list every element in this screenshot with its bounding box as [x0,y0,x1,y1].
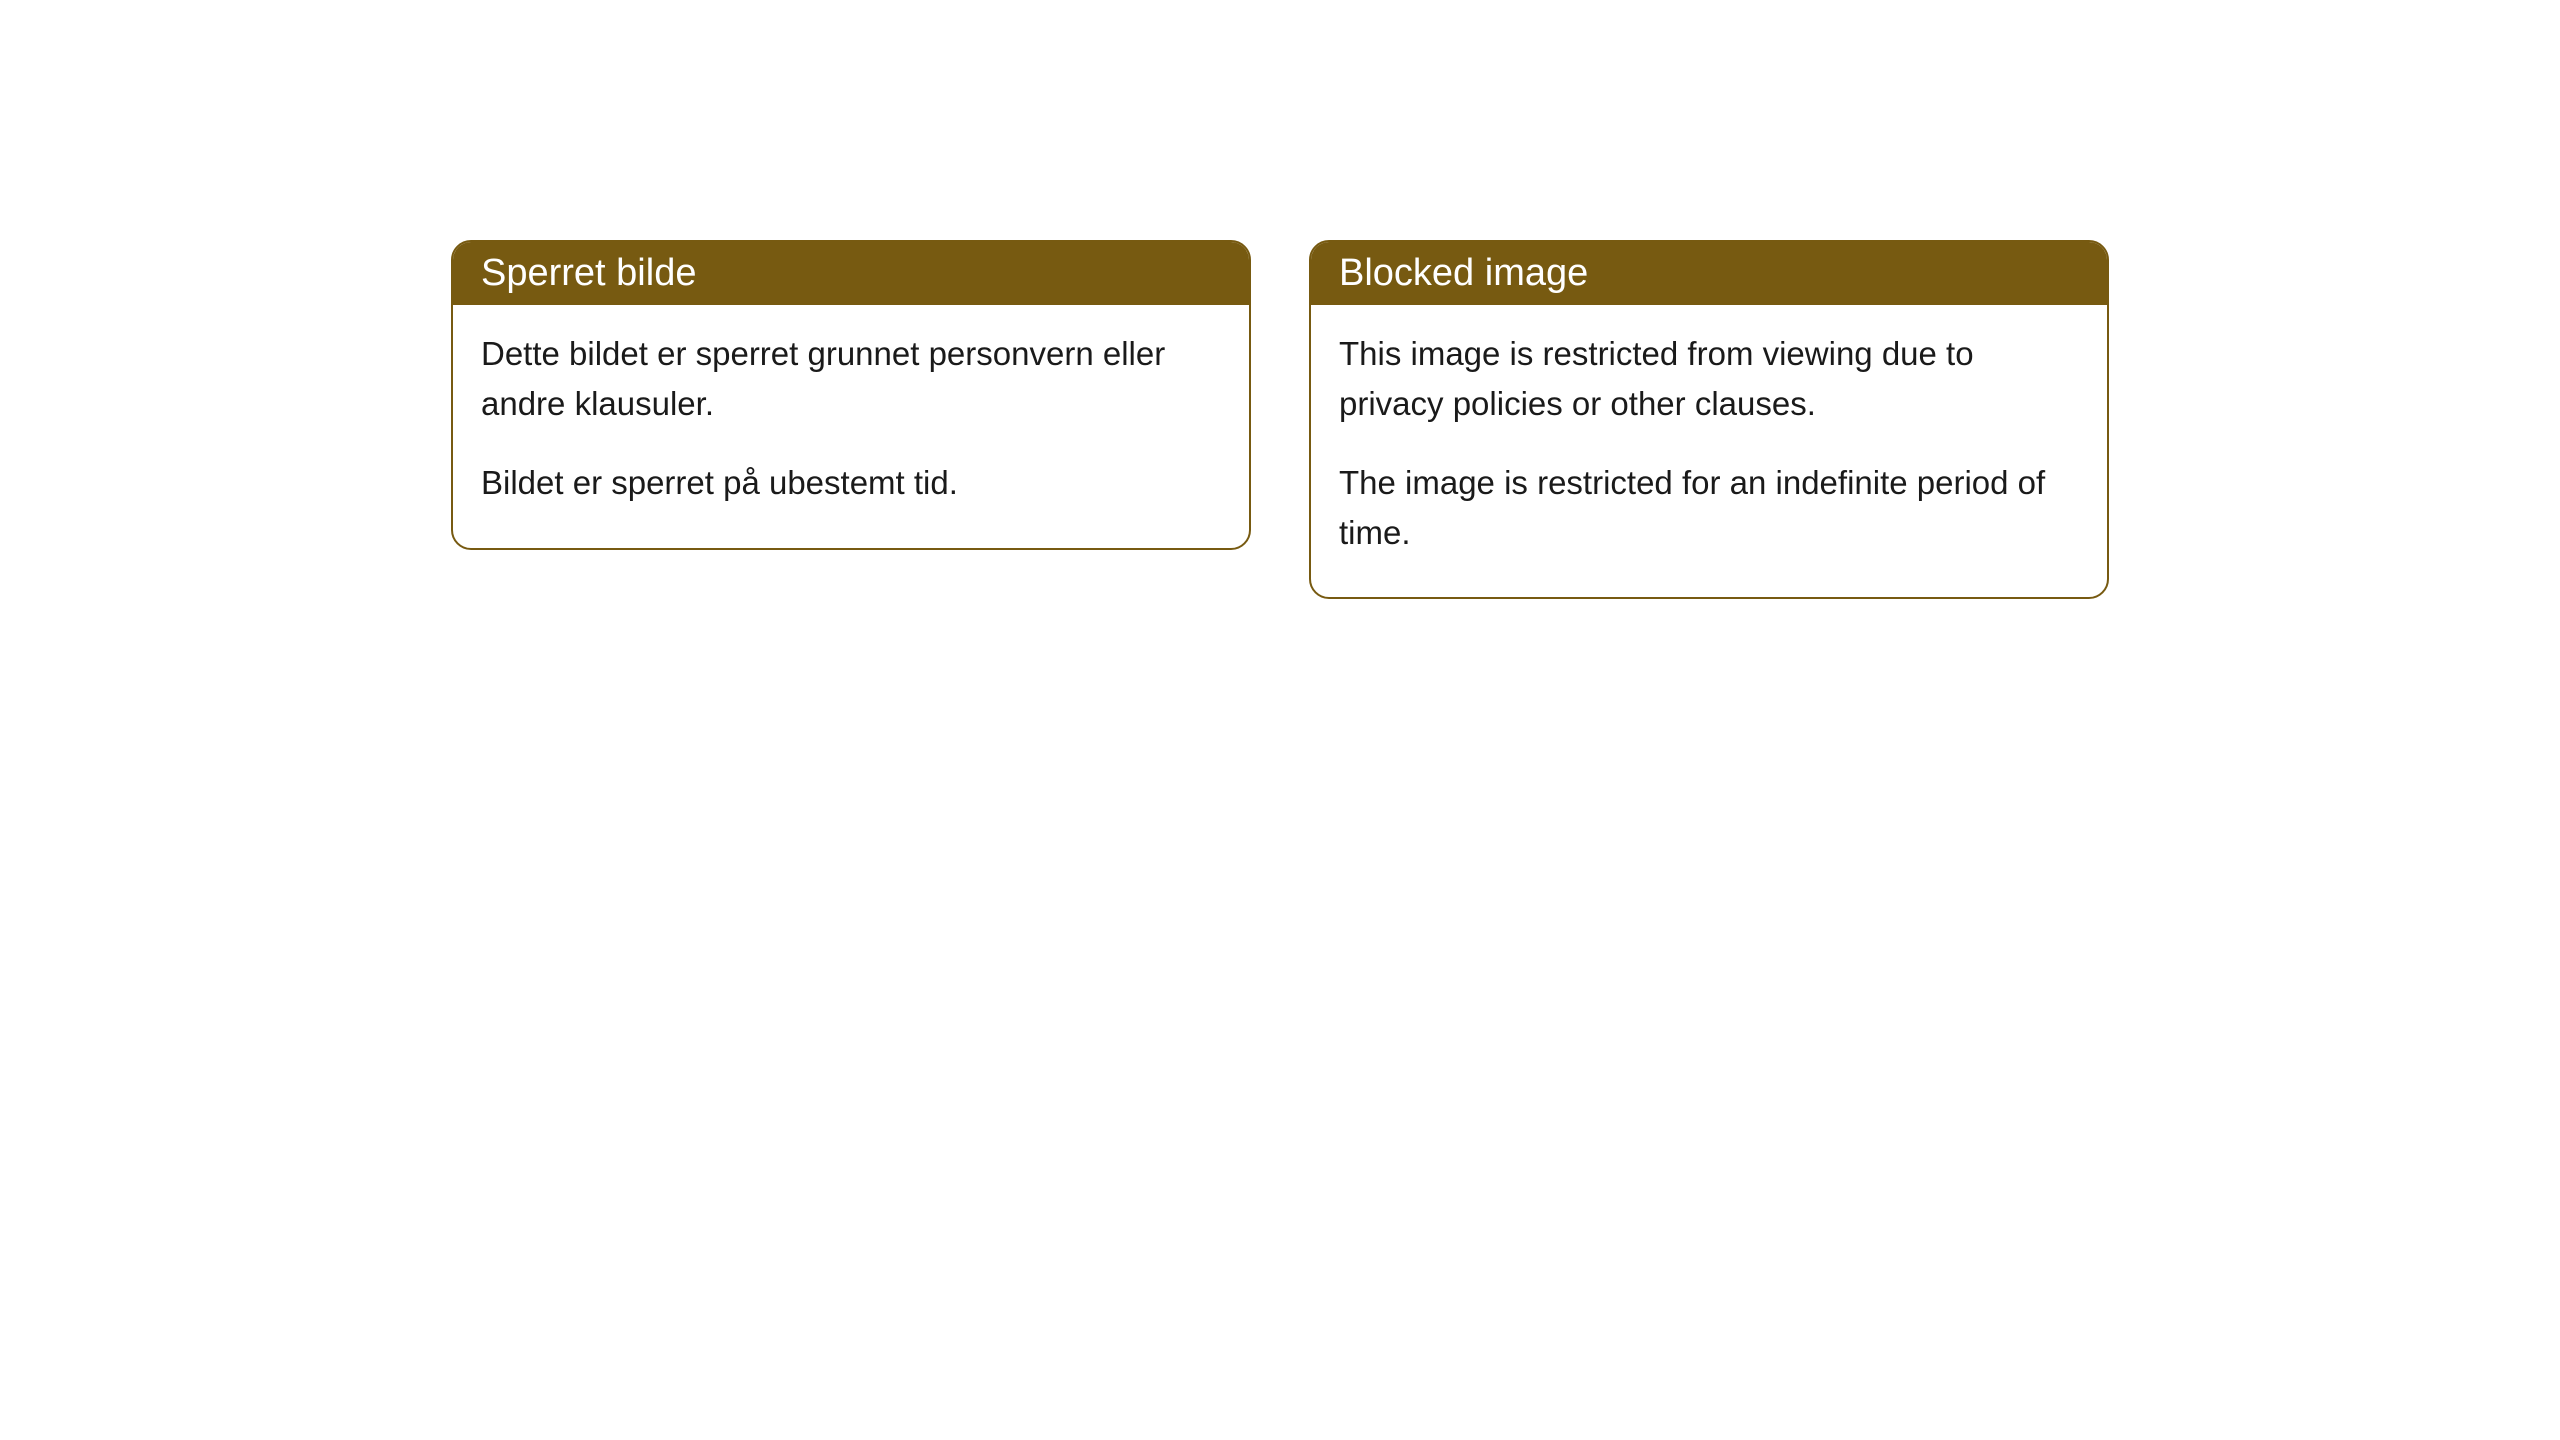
notice-paragraph-2-norwegian: Bildet er sperret på ubestemt tid. [481,458,1221,508]
notice-body-english: This image is restricted from viewing du… [1311,305,2107,597]
notice-title-english: Blocked image [1339,252,1588,294]
notice-paragraph-2-english: The image is restricted for an indefinit… [1339,458,2079,557]
notice-title-norwegian: Sperret bilde [481,252,696,294]
notice-paragraph-1-norwegian: Dette bildet er sperret grunnet personve… [481,329,1221,428]
blocked-image-notice-english: Blocked image This image is restricted f… [1309,240,2109,599]
blocked-image-notice-norwegian: Sperret bilde Dette bildet er sperret gr… [451,240,1251,550]
notice-header-norwegian: Sperret bilde [453,242,1249,305]
notice-paragraph-1-english: This image is restricted from viewing du… [1339,329,2079,428]
notice-body-norwegian: Dette bildet er sperret grunnet personve… [453,305,1249,548]
notice-header-english: Blocked image [1311,242,2107,305]
